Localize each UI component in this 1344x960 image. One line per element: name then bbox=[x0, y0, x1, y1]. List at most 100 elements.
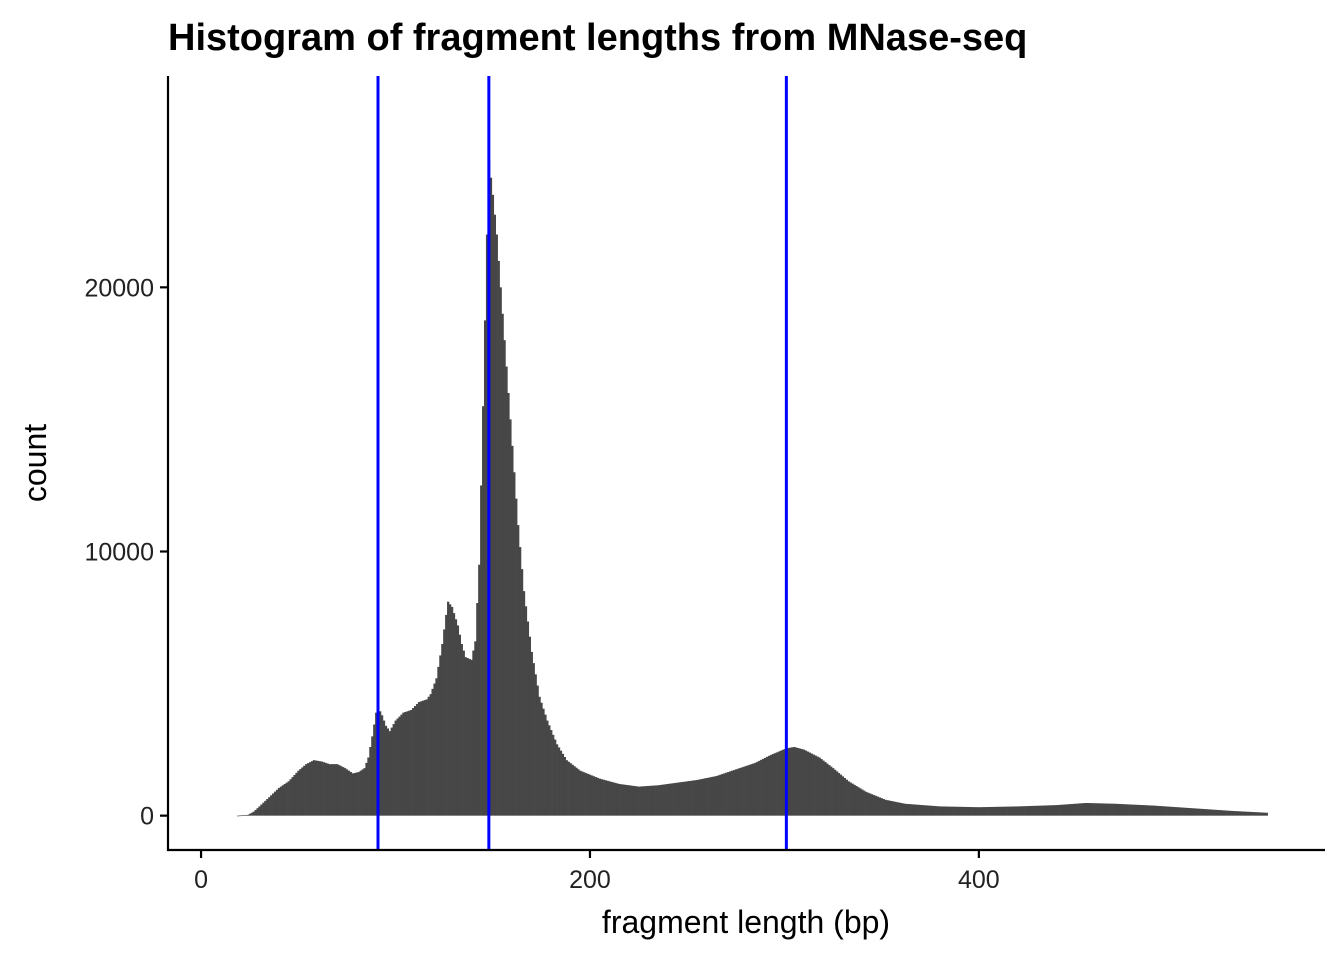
histogram-bar bbox=[841, 776, 845, 816]
histogram-bar bbox=[1100, 803, 1103, 816]
histogram-bar bbox=[820, 759, 823, 816]
histogram-bar bbox=[742, 766, 745, 816]
histogram-bar bbox=[402, 712, 405, 816]
histogram-bar bbox=[1152, 805, 1156, 816]
histogram-bar bbox=[328, 764, 331, 816]
histogram-bar bbox=[622, 784, 625, 816]
histogram-bar bbox=[952, 806, 955, 816]
histogram-bar bbox=[585, 773, 588, 816]
histogram-bar bbox=[789, 747, 792, 816]
histogram-bar bbox=[314, 760, 318, 816]
histogram-bar bbox=[540, 702, 543, 816]
histogram-bar bbox=[493, 214, 496, 816]
histogram-bar bbox=[1207, 809, 1210, 816]
histogram-bar bbox=[1020, 806, 1023, 816]
histogram-bar bbox=[491, 194, 495, 816]
histogram-bar bbox=[347, 770, 351, 816]
histogram-bar bbox=[575, 767, 578, 816]
histogram-bar bbox=[730, 770, 734, 816]
histogram-bar bbox=[1261, 812, 1265, 816]
chart-title: Histogram of fragment lengths from MNase… bbox=[168, 17, 1027, 59]
histogram-bar bbox=[602, 779, 605, 816]
histogram-bar bbox=[552, 734, 555, 816]
histogram-bar bbox=[773, 753, 777, 816]
histogram-bar bbox=[915, 804, 918, 816]
histogram-bar bbox=[771, 754, 775, 816]
histogram-bar bbox=[386, 728, 390, 816]
histogram-bar bbox=[415, 704, 419, 816]
histogram-bar bbox=[653, 785, 656, 816]
histogram-bar bbox=[318, 761, 321, 816]
histogram-bar bbox=[758, 760, 761, 816]
histogram-bar bbox=[830, 766, 833, 816]
histogram-bar bbox=[1193, 808, 1197, 816]
histogram-bar bbox=[345, 769, 349, 816]
y-tick-label: 20000 bbox=[84, 274, 154, 302]
histogram-bar bbox=[744, 766, 747, 816]
histogram-bar bbox=[1250, 811, 1253, 816]
histogram-bar bbox=[1254, 812, 1257, 816]
histogram-bar bbox=[1024, 806, 1027, 816]
histogram-bar bbox=[1180, 807, 1183, 816]
histogram-bar bbox=[1232, 811, 1235, 816]
histogram-bar bbox=[553, 739, 557, 816]
histogram-bar bbox=[495, 234, 498, 816]
histogram-bar bbox=[911, 804, 915, 816]
histogram-bar bbox=[1213, 809, 1216, 816]
histogram-bar bbox=[544, 714, 547, 816]
histogram-bar bbox=[305, 764, 308, 816]
histogram-bar bbox=[264, 800, 267, 816]
histogram-bar bbox=[672, 783, 675, 816]
histogram-bar bbox=[662, 784, 666, 816]
histogram-bar bbox=[1217, 809, 1220, 816]
histogram-bar bbox=[775, 752, 778, 816]
histogram-bar bbox=[417, 702, 421, 816]
histogram-bar bbox=[942, 806, 946, 816]
histogram-bar bbox=[633, 786, 637, 816]
histogram-bar bbox=[898, 802, 901, 816]
histogram-bar bbox=[764, 757, 767, 816]
histogram-bar bbox=[275, 789, 279, 816]
histogram-bar bbox=[870, 794, 874, 816]
histogram-bar bbox=[810, 753, 813, 816]
histogram-bar bbox=[847, 781, 850, 816]
histogram-bar bbox=[458, 634, 461, 816]
histogram-bar bbox=[639, 786, 642, 816]
histogram-bar bbox=[923, 805, 926, 816]
histogram-bar bbox=[316, 760, 320, 816]
histogram-bar bbox=[979, 807, 983, 816]
histogram-bar bbox=[579, 770, 582, 816]
histogram-bar bbox=[283, 783, 286, 816]
histogram-bar bbox=[238, 815, 242, 817]
histogram-bar bbox=[948, 806, 952, 816]
histogram-bar bbox=[581, 771, 584, 816]
histogram-bar bbox=[865, 791, 868, 816]
histogram-bar bbox=[738, 768, 742, 816]
histogram-bar bbox=[985, 807, 988, 816]
histogram-bar bbox=[1110, 803, 1113, 816]
histogram-bar bbox=[526, 621, 530, 816]
histogram-bar bbox=[740, 767, 743, 816]
histogram-bar bbox=[474, 641, 477, 816]
histogram-bar bbox=[863, 790, 866, 816]
histogram-bar bbox=[1098, 803, 1101, 816]
histogram-bar bbox=[1205, 809, 1208, 816]
histogram-bar bbox=[767, 755, 771, 816]
histogram-bar bbox=[1073, 803, 1076, 816]
histogram-bar bbox=[699, 779, 703, 816]
histogram-bar bbox=[748, 764, 751, 816]
histogram-bar bbox=[505, 366, 508, 816]
histogram-bar bbox=[610, 781, 613, 816]
histogram-bar bbox=[631, 785, 635, 816]
histogram-bar bbox=[456, 625, 460, 816]
histogram-bar bbox=[888, 800, 891, 816]
histogram-bar bbox=[577, 769, 580, 816]
histogram-bar bbox=[359, 770, 362, 816]
histogram-bar bbox=[452, 613, 456, 816]
histogram-bar bbox=[995, 806, 998, 816]
histogram-bar bbox=[279, 786, 283, 816]
histogram-bar bbox=[351, 773, 355, 816]
histogram-bar bbox=[655, 785, 658, 816]
histogram-bar bbox=[1242, 811, 1245, 816]
histogram-bar bbox=[880, 798, 883, 816]
